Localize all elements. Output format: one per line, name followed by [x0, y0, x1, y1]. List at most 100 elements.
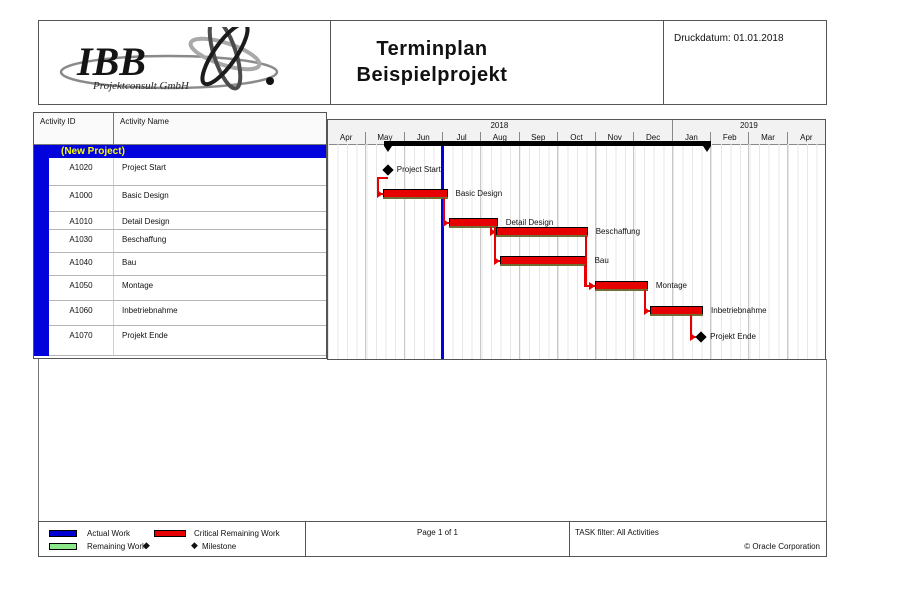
gantt-chart-area [328, 144, 825, 359]
task-filter: TASK filter: All Activities [575, 528, 659, 537]
gantt-bar-label: Projekt Ende [710, 332, 756, 341]
gantt-bar [496, 227, 588, 237]
page-blank-area [38, 359, 827, 521]
legend-label-actual-work: Actual Work [87, 529, 130, 538]
link-line [584, 236, 587, 286]
task-filter-cell: TASK filter: All Activities © Oracle Cor… [570, 522, 826, 556]
legend-swatch-critical-remaining-work [154, 530, 186, 537]
month-cell: Feb [710, 132, 748, 144]
legend-swatch-remaining-work [49, 543, 77, 550]
table-row: A1070 Projekt Ende [49, 326, 326, 356]
month-cell: May [365, 132, 403, 144]
link-line [377, 177, 388, 179]
link-line [583, 265, 586, 286]
logo-text: IBB [76, 39, 146, 84]
activity-name-cell: Detail Design [122, 217, 170, 226]
title-line1: Terminplan [376, 38, 488, 60]
month-gridline [365, 144, 367, 359]
month-gridline [786, 144, 788, 359]
activity-table: Activity ID Activity Name (New Project) … [33, 112, 327, 359]
month-cell: Nov [595, 132, 633, 144]
legend-label-critical-remaining-work: Critical Remaining Work [194, 529, 280, 538]
link-line [377, 177, 380, 194]
summary-bar-left-cap [383, 146, 392, 152]
activity-name-cell: Projekt Ende [122, 331, 168, 340]
gantt-bar-label: Project Start [396, 165, 441, 174]
activity-id-cell: A1000 [49, 186, 114, 211]
gantt-bar [500, 256, 587, 266]
gantt-bar-label: Montage [655, 281, 687, 290]
table-row: A1030 Beschaffung [49, 230, 326, 253]
table-row: A1010 Detail Design [49, 212, 326, 230]
month-cell: Oct [556, 132, 595, 144]
month-cell: Jun [403, 132, 442, 144]
gantt-bar [383, 189, 448, 199]
activity-name-cell: Basic Design [122, 191, 169, 200]
activity-id-cell: A1030 [49, 230, 114, 252]
year-cell: 2019 [671, 120, 825, 132]
print-date: Druckdatum: 01.01.2018 [674, 33, 784, 44]
month-cell: Aug [480, 132, 518, 144]
gantt-bar-label: Detail Design [505, 218, 554, 227]
baseline-bar [383, 197, 448, 199]
legend-swatch-actual-work [49, 530, 77, 537]
month-gridline [403, 144, 405, 359]
project-summary-bar [383, 141, 712, 146]
print-date-cell: Druckdatum: 01.01.2018 [663, 21, 828, 104]
month-cell: Jul [441, 132, 480, 144]
group-indent-strip [34, 158, 49, 356]
link-line [690, 315, 693, 337]
baseline-bar [449, 226, 498, 228]
month-cell: Dec [633, 132, 671, 144]
logo-subtitle: Projektconsult GmbH [92, 80, 190, 92]
ibb-logo: IBB Projektconsult GmbH [59, 27, 279, 92]
month-gridline [710, 144, 712, 359]
link-line [443, 198, 446, 223]
link-arrow [644, 307, 651, 315]
baseline-bar [595, 289, 648, 291]
activity-name-cell: Inbetriebnahme [122, 306, 178, 315]
legend-label-milestone: Milestone [202, 542, 237, 551]
legend-box: Actual Work Critical Remaining Work Rema… [39, 522, 306, 556]
table-row: A1060 Inbetriebnahme [49, 301, 326, 326]
gantt-panel: 2018 2019 Apr May Jun Jul Aug Sep Oct Nov Dec Jan F… [327, 119, 826, 360]
project-group-band: (New Project) [34, 145, 326, 158]
gantt-bar-label: Beschaffung [595, 227, 641, 236]
report-header: IBB Projektconsult GmbH Terminplan Beisp… [38, 20, 827, 105]
gantt-bar [650, 306, 704, 316]
month-cell: Apr [339, 133, 353, 142]
month-gridline [748, 144, 750, 359]
report-footer: Actual Work Critical Remaining Work Rema… [38, 521, 827, 557]
page-number: Page 1 of 1 [417, 528, 458, 537]
month-cell: Sep [518, 132, 557, 144]
activity-id-cell: A1070 [49, 326, 114, 355]
link-arrow [589, 282, 596, 290]
activity-rows: A1020 Project Start A1000 Basic Design A1010… [49, 158, 326, 356]
column-header-activity-id: Activity ID [34, 113, 114, 144]
table-header: Activity ID Activity Name [34, 113, 326, 145]
activity-id-cell: A1040 [49, 253, 114, 275]
link-line [494, 227, 496, 261]
month-gridline [518, 144, 520, 359]
report-title: Terminplan Beispielprojekt [331, 21, 663, 104]
activity-name-cell: Bau [122, 258, 137, 267]
link-arrow [443, 219, 450, 227]
table-row: A1020 Project Start [49, 158, 326, 186]
activity-id-cell: A1010 [49, 212, 114, 229]
logo-cell: IBB Projektconsult GmbH [39, 21, 331, 104]
page-number-cell: Page 1 of 1 [306, 522, 570, 556]
month-cell: Apr [786, 132, 825, 144]
milestone-diamond-icon: ◆ [191, 540, 198, 550]
month-gridline [595, 144, 597, 359]
project-group-label: (New Project) [61, 146, 125, 157]
activity-name-cell: Montage [122, 281, 154, 290]
gantt-bar-label: Basic Design [455, 189, 503, 198]
link-line [644, 290, 647, 311]
activity-id-cell: A1050 [49, 276, 114, 300]
gantt-bar-label: Bau [594, 256, 609, 265]
month-cell: Mar [748, 132, 786, 144]
data-date-line [440, 144, 444, 359]
activity-id-cell: A1060 [49, 301, 114, 325]
column-header-activity-name: Activity Name [120, 117, 169, 126]
copyright: © Oracle Corporation [744, 542, 820, 551]
